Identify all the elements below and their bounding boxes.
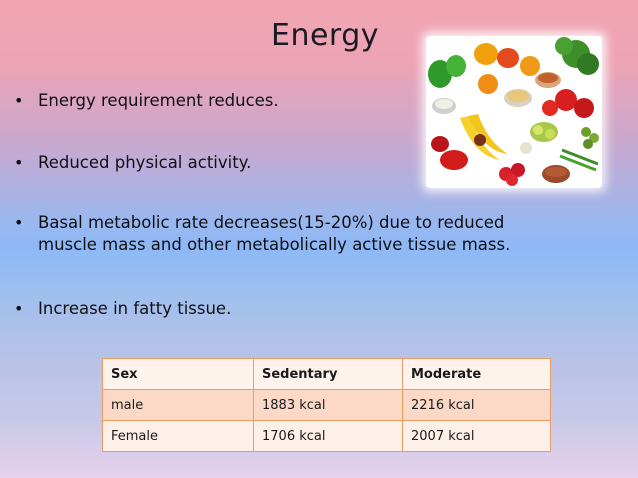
bullet-item: • Energy requirement reduces. [14, 90, 554, 112]
table-cell: 2216 kcal [402, 389, 551, 421]
bullet-text: Reduced physical activity. [38, 153, 252, 172]
produce-illustration [426, 36, 602, 188]
table-header-row: Sex Sedentary Moderate [102, 358, 551, 390]
energy-table: Sex Sedentary Moderate male 1883 kcal 22… [102, 358, 551, 452]
table-cell: 1883 kcal [253, 389, 403, 421]
slide-title: Energy [270, 18, 380, 53]
table-header-cell: Moderate [402, 358, 551, 390]
bullet-marker: • [14, 299, 24, 318]
bullet-text: Increase in fatty tissue. [38, 299, 232, 318]
vegetables-fruits-photo [426, 36, 602, 188]
bullet-marker: • [14, 153, 24, 172]
table-cell: Female [102, 420, 254, 452]
bullet-item: • Basal metabolic rate decreases(15-20%)… [14, 212, 534, 256]
table-header-cell: Sedentary [253, 358, 403, 390]
bullet-text: Energy requirement reduces. [38, 91, 279, 110]
bullet-item: • Reduced physical activity. [14, 152, 554, 174]
table-cell: 1706 kcal [253, 420, 403, 452]
table-row: male 1883 kcal 2216 kcal [102, 389, 551, 421]
bullet-text: Basal metabolic rate decreases(15-20%) d… [38, 213, 511, 254]
bullet-marker: • [14, 91, 24, 110]
table-cell: 2007 kcal [402, 420, 551, 452]
bullet-item: • Increase in fatty tissue. [14, 298, 554, 320]
bullet-marker: • [14, 213, 24, 232]
table-header-cell: Sex [102, 358, 254, 390]
table-cell: male [102, 389, 254, 421]
table-row: Female 1706 kcal 2007 kcal [102, 420, 551, 452]
